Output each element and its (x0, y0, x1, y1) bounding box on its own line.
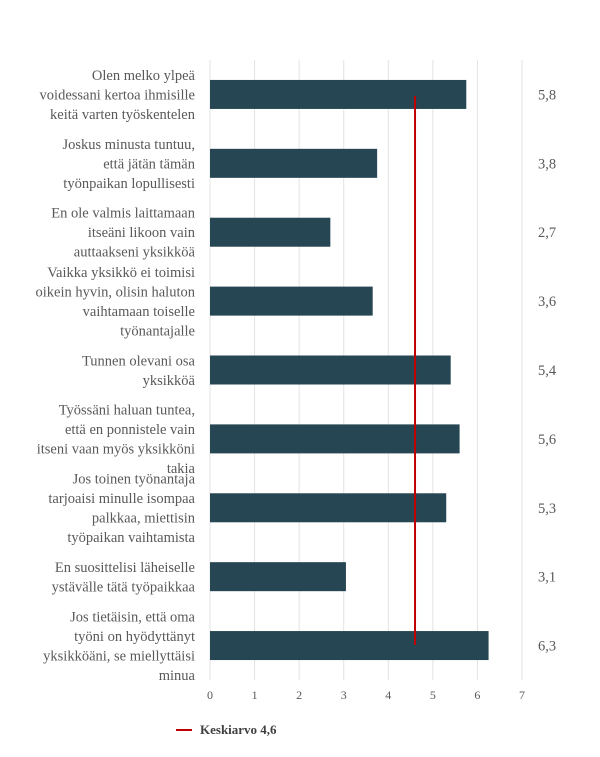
category-label: Jos tietäisin, että oma työni on hyödyttä… (43, 609, 195, 684)
value-label: 5,3 (538, 501, 556, 517)
category-label: Vaikka yksikkö ei toimisi oikein hyvin, o… (36, 265, 196, 340)
bar (210, 631, 489, 661)
legend-average-label: Keskiarvo 4,6 (200, 722, 277, 737)
value-label: 3,8 (538, 156, 556, 172)
legend: Keskiarvo 4,6 (176, 722, 277, 738)
value-label: 2,7 (538, 225, 556, 241)
value-label: 3,6 (538, 294, 556, 310)
category-label: Olen melko ylpeä voidessani kertoa ihmisi… (40, 68, 196, 123)
bar (210, 562, 346, 592)
value-label: 5,8 (538, 87, 556, 103)
value-label: 6,3 (538, 639, 556, 655)
value-label: 3,1 (538, 570, 556, 586)
x-tick-label: 2 (296, 688, 302, 702)
category-label: En suosittelisi läheiselle ystävälle tätä… (52, 560, 196, 596)
bar (210, 286, 373, 316)
category-label: Tunnen olevani osa yksikköä (82, 353, 196, 389)
category-label: Joskus minusta tuntuu, että jätän tämän ty… (62, 137, 195, 192)
x-tick-label: 7 (519, 688, 525, 702)
x-tick-label: 1 (252, 688, 258, 702)
x-tick-label: 5 (430, 688, 436, 702)
bar (210, 493, 447, 523)
bar (210, 424, 460, 454)
bar (210, 217, 331, 247)
category-label: En ole valmis laittamaan itseäni likoon v… (51, 206, 195, 261)
category-label: Jos toinen työnantaja tarjoaisi minulle i… (48, 472, 195, 547)
bar (210, 148, 378, 178)
category-label: Työssäni haluan tuntea, että en ponnistel… (37, 403, 196, 478)
bar (210, 355, 451, 385)
x-tick-label: 4 (385, 688, 391, 702)
bar (210, 79, 467, 109)
legend-average-line-swatch (176, 729, 192, 731)
x-tick-label: 0 (207, 688, 213, 702)
value-label: 5,6 (538, 432, 556, 448)
x-tick-label: 6 (474, 688, 480, 702)
value-label: 5,4 (538, 363, 557, 379)
x-tick-label: 3 (341, 688, 347, 702)
